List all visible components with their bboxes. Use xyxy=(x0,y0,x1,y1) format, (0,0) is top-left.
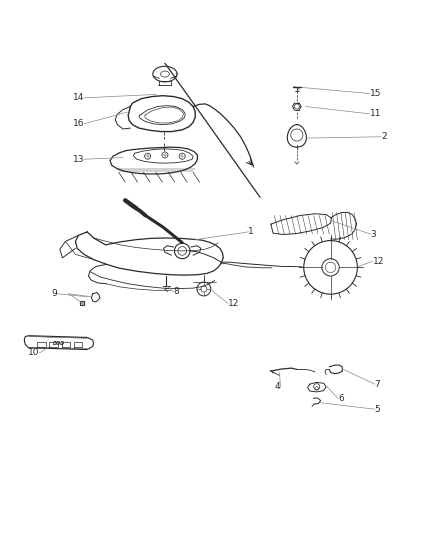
Polygon shape xyxy=(80,301,84,304)
Text: 13: 13 xyxy=(73,155,84,164)
Text: 1: 1 xyxy=(248,228,254,237)
Text: 7: 7 xyxy=(374,379,381,389)
Text: 15: 15 xyxy=(370,89,381,98)
Text: 8: 8 xyxy=(173,287,179,296)
Text: 2: 2 xyxy=(381,132,387,141)
Text: 14: 14 xyxy=(73,93,84,102)
Text: 10: 10 xyxy=(28,349,39,358)
Text: 16: 16 xyxy=(73,119,84,128)
Text: 9: 9 xyxy=(51,289,57,298)
Text: 3: 3 xyxy=(371,230,376,239)
Text: 4: 4 xyxy=(275,382,280,391)
Text: 12: 12 xyxy=(372,257,384,266)
Text: 11: 11 xyxy=(370,109,381,118)
Text: 12: 12 xyxy=(228,299,239,308)
Text: 6: 6 xyxy=(338,394,344,403)
Text: 5: 5 xyxy=(374,405,381,414)
Text: DOD: DOD xyxy=(53,341,65,346)
